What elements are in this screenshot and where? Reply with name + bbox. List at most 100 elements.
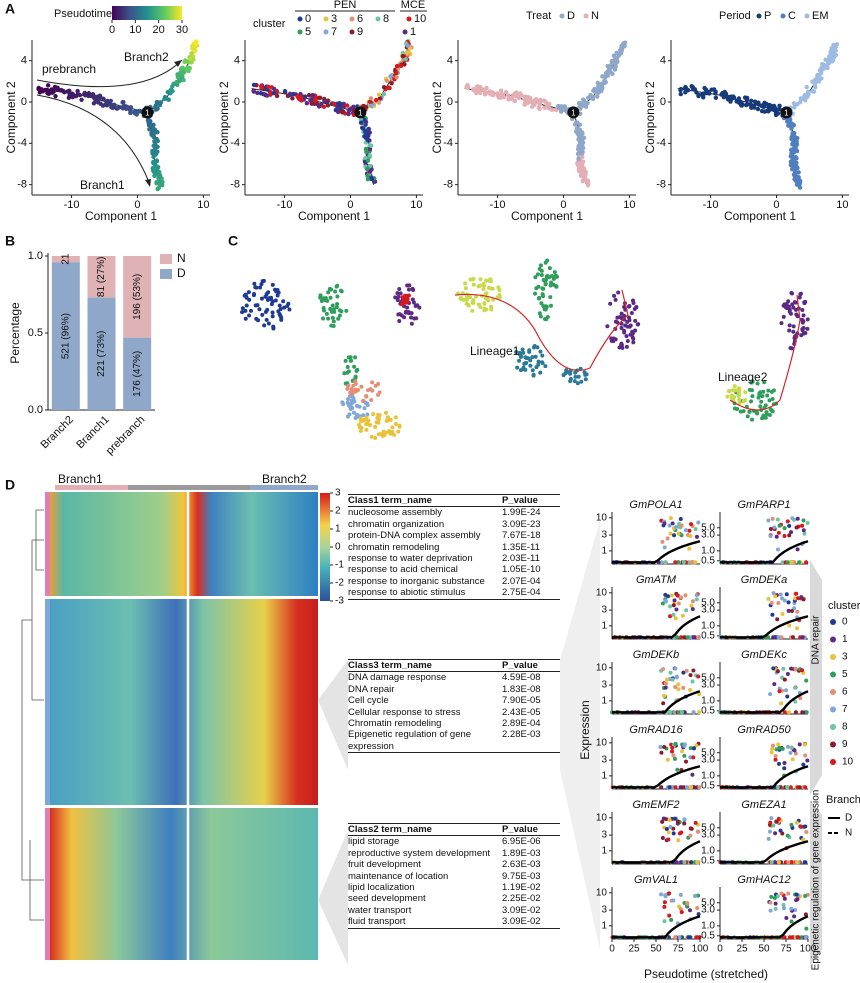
cell [772, 896, 777, 901]
cell [326, 290, 331, 295]
lineage-curve [729, 294, 801, 411]
colorbar-tick-label: 0 [335, 542, 341, 553]
cell [732, 384, 737, 389]
y-axis-label: Component 2 [643, 81, 657, 153]
cell [691, 755, 696, 760]
y-tick-label: 1.0 [28, 250, 43, 262]
cell [527, 349, 532, 354]
cell [338, 288, 343, 293]
cell [377, 96, 383, 101]
cell [701, 93, 706, 98]
cell [794, 898, 799, 903]
cell [477, 283, 482, 288]
cell [298, 96, 303, 101]
cell [489, 307, 494, 312]
cell [246, 290, 251, 295]
cell [805, 758, 810, 763]
bar-value-label: 21 [60, 253, 71, 265]
cell [553, 107, 559, 113]
table-row: Cellular response to stress 2.43E-05 [348, 707, 560, 718]
cell [336, 316, 341, 321]
y-tick-label: 10 [596, 887, 608, 898]
cell [784, 592, 789, 597]
cell [770, 743, 775, 748]
cell [248, 308, 253, 313]
trend-curve [612, 690, 701, 714]
cell [690, 679, 695, 684]
group-arrow [810, 560, 822, 795]
term-name: maintenance of location [348, 870, 449, 882]
cell [678, 860, 683, 865]
column-header: P_value [502, 495, 538, 506]
cell [768, 820, 773, 825]
cell [773, 635, 778, 640]
cell [251, 89, 257, 94]
cell [318, 293, 323, 298]
cell [668, 516, 673, 521]
cell [374, 420, 379, 425]
cell [394, 75, 399, 80]
cell [157, 173, 163, 178]
cell [474, 90, 480, 95]
cell [395, 298, 400, 303]
cell [694, 743, 699, 748]
cell [593, 90, 598, 95]
cell [541, 98, 547, 103]
cell [348, 406, 353, 411]
x-tick-label: 0 [134, 199, 140, 211]
cell [370, 380, 375, 385]
cell [344, 103, 350, 108]
cell [162, 94, 168, 100]
cell [361, 398, 366, 403]
cell [274, 93, 280, 99]
table-row: protein-DNA complex assembly 7.67E-18 [348, 530, 560, 541]
y-tick-label: 4 [234, 55, 240, 67]
cell [762, 103, 767, 108]
cell [803, 935, 808, 940]
cell [275, 293, 280, 298]
trend-curve [720, 690, 809, 714]
cell [690, 772, 695, 777]
cell [55, 85, 60, 90]
cell [155, 144, 160, 150]
cell [545, 314, 550, 319]
cell [678, 907, 683, 912]
cell [537, 106, 542, 112]
panel-label: B [5, 233, 15, 249]
cell [331, 101, 337, 107]
x-tick-label: 75 [672, 944, 684, 955]
cell [619, 311, 624, 316]
cell [802, 94, 807, 99]
cell [545, 273, 550, 278]
cell [777, 689, 782, 694]
p-value: 6.95E-06 [502, 836, 541, 848]
cell [665, 757, 670, 762]
table-row: DNA damage response 4.59E-08 [348, 672, 560, 683]
cell [373, 97, 379, 103]
cell [608, 301, 613, 306]
cell [546, 101, 552, 107]
arrow [36, 59, 183, 88]
cell [749, 380, 754, 385]
gene-name: GmATM [636, 574, 677, 586]
cell [768, 104, 774, 109]
cell [497, 288, 502, 293]
cell [789, 126, 794, 131]
annotation: Branch1 [80, 178, 125, 192]
y-axis-label: Expression [578, 700, 592, 759]
x-tick-label: 100 [800, 944, 817, 955]
cell [663, 894, 668, 899]
cell [768, 900, 773, 905]
cell [359, 384, 364, 389]
cell [533, 275, 538, 280]
cell [415, 303, 420, 308]
cell [385, 415, 390, 420]
y-tick-label: 3 [601, 755, 607, 766]
cell [351, 410, 356, 415]
cell [573, 374, 578, 379]
cell [667, 785, 672, 790]
cell [255, 90, 260, 96]
cell [523, 367, 528, 372]
cell [122, 104, 127, 109]
cell [631, 340, 636, 345]
